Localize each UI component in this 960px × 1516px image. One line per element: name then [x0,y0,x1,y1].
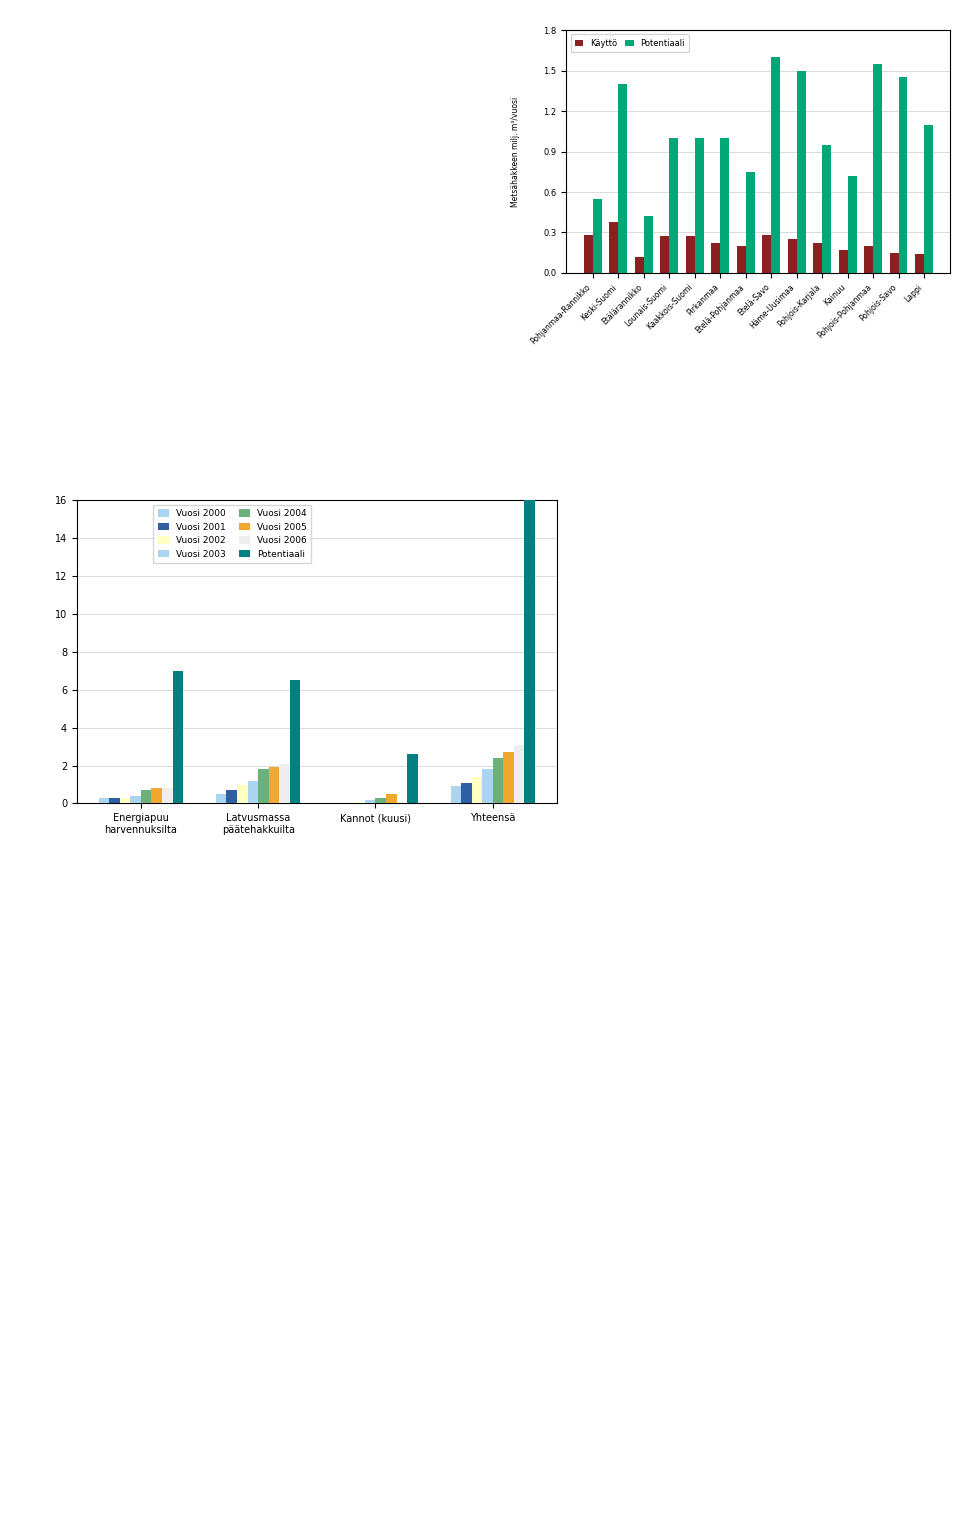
Bar [839,250,848,273]
Bar [848,176,856,273]
Bar [269,767,279,803]
Bar [736,246,746,273]
Bar [746,171,755,273]
Bar [915,255,924,273]
Bar [822,146,831,273]
Bar [711,243,720,273]
Bar [407,755,418,803]
Bar [109,797,120,803]
Legend: Käyttö, Potentiaali: Käyttö, Potentiaali [570,35,689,52]
Bar [584,235,592,273]
Bar [669,138,678,273]
Bar [141,790,152,803]
Bar [864,246,873,273]
Bar [899,77,907,273]
Bar [152,788,162,803]
Bar [618,85,627,273]
Bar [482,770,492,803]
Bar [279,764,290,803]
Bar [173,670,183,803]
Bar [375,797,386,803]
Bar [258,770,269,803]
Bar [592,199,602,273]
Bar [120,797,131,803]
Legend: Vuosi 2000, Vuosi 2001, Vuosi 2002, Vuosi 2003, Vuosi 2004, Vuosi 2005, Vuosi 20: Vuosi 2000, Vuosi 2001, Vuosi 2002, Vuos… [154,505,311,564]
Bar [813,243,822,273]
Bar [461,782,471,803]
Bar [873,64,882,273]
Y-axis label: Metsähakkeen milj. m³/vuosi: Metsähakkeen milj. m³/vuosi [512,97,520,206]
Bar [162,788,173,803]
Bar [771,58,780,273]
Bar [524,500,535,803]
Bar [660,236,669,273]
Bar [248,781,258,803]
Bar [492,758,503,803]
Bar [131,796,141,803]
Bar [924,124,933,273]
Bar [797,71,805,273]
Bar [644,217,653,273]
Bar [788,240,797,273]
Bar [685,236,695,273]
Bar [890,253,899,273]
Bar [695,138,704,273]
Bar [365,800,375,803]
Bar [386,794,396,803]
Bar [396,802,407,803]
Bar [635,256,644,273]
Bar [99,797,109,803]
Bar [720,138,729,273]
Bar [514,744,524,803]
Bar [354,802,365,803]
Bar [610,221,618,273]
Bar [216,794,227,803]
Bar [503,752,514,803]
Bar [450,787,461,803]
Bar [237,785,248,803]
Bar [227,790,237,803]
Bar [471,778,482,803]
Bar [762,235,771,273]
Bar [290,681,300,803]
